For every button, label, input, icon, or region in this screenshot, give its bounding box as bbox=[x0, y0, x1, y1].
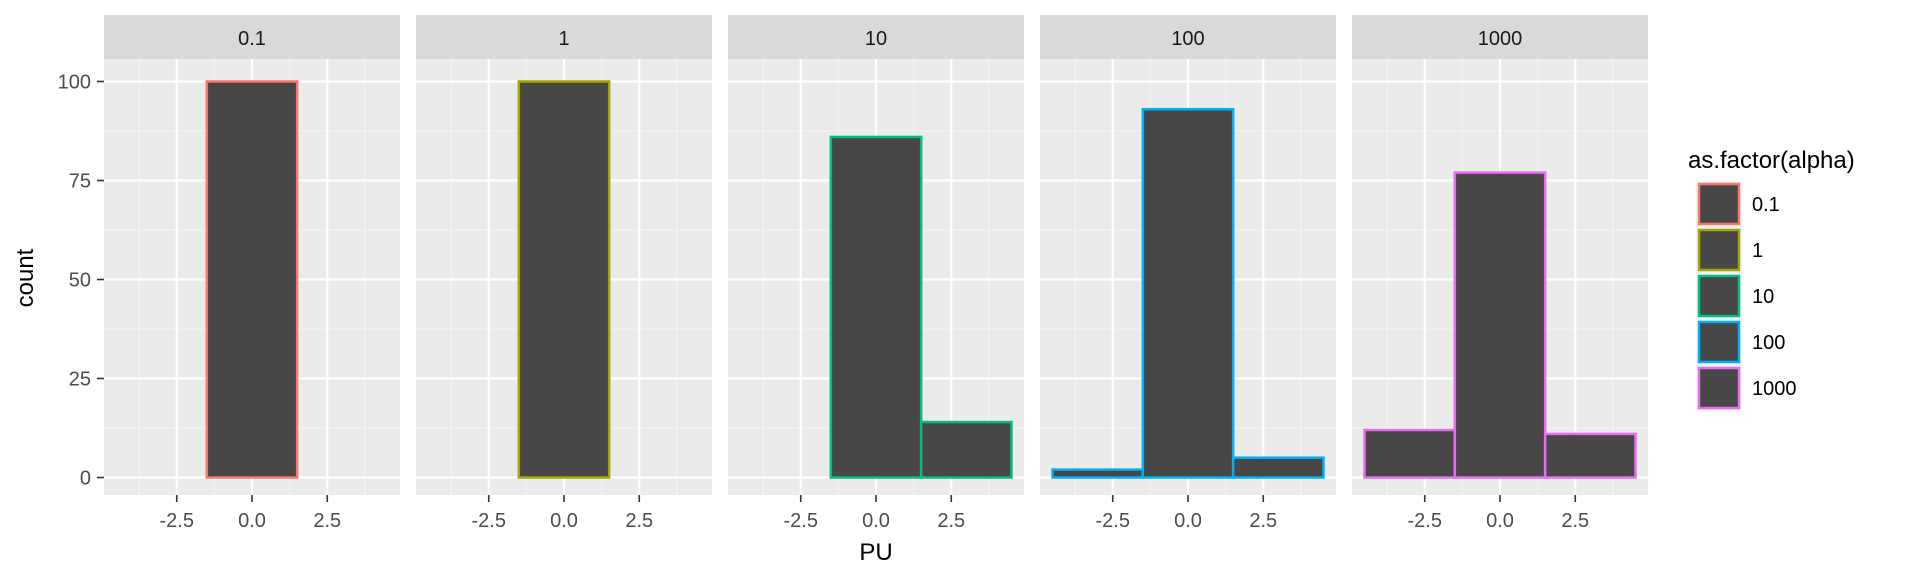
facet-strip bbox=[728, 15, 1024, 59]
x-tick-label: 0.0 bbox=[1174, 510, 1202, 532]
legend-label: 100 bbox=[1752, 332, 1785, 354]
bar bbox=[1453, 171, 1547, 479]
facet-strip-label: 0.1 bbox=[238, 28, 266, 50]
facet-panel-100: 100 -2.5 0.0 2.5 bbox=[1040, 15, 1336, 532]
x-tick-label: -2.5 bbox=[159, 510, 193, 532]
y-tick-label: 75 bbox=[69, 171, 91, 193]
bar bbox=[517, 80, 611, 479]
x-tick-label: -2.5 bbox=[471, 510, 505, 532]
bar bbox=[829, 135, 923, 479]
x-tick-label: -2.5 bbox=[1095, 510, 1129, 532]
legend-key bbox=[1697, 228, 1741, 272]
bar bbox=[1363, 428, 1457, 479]
facet-strip bbox=[1352, 15, 1648, 59]
bar bbox=[1543, 432, 1637, 479]
x-tick-label: 0.0 bbox=[550, 510, 578, 532]
y-tick-label: 50 bbox=[69, 270, 91, 292]
bar bbox=[919, 420, 1013, 479]
facet-panel-1000: 1000 -2.5 0.0 2.5 bbox=[1352, 15, 1648, 532]
y-tick-label: 100 bbox=[58, 72, 91, 94]
x-tick-label: 2.5 bbox=[1249, 510, 1277, 532]
legend-label: 1 bbox=[1752, 240, 1763, 262]
facet-panel-1: 1 -2.5 0.0 2.5 bbox=[416, 15, 712, 532]
legend-key bbox=[1697, 182, 1741, 226]
y-tick-label: 0 bbox=[80, 468, 91, 490]
legend-title: as.factor(alpha) bbox=[1688, 147, 1855, 174]
facet-strip bbox=[416, 15, 712, 59]
legend-key bbox=[1697, 274, 1741, 318]
x-tick-label: 2.5 bbox=[1561, 510, 1589, 532]
x-tick-label: 0.0 bbox=[1486, 510, 1514, 532]
y-tick-label: 25 bbox=[69, 369, 91, 391]
x-tick-label: -2.5 bbox=[1407, 510, 1441, 532]
bar bbox=[1231, 456, 1325, 479]
legend: as.factor(alpha) 0.1 1 10 100 1000 bbox=[1688, 147, 1855, 411]
facet-strip bbox=[104, 15, 400, 59]
bar bbox=[1051, 468, 1145, 479]
x-tick-label: 2.5 bbox=[625, 510, 653, 532]
facet-strip-label: 1 bbox=[558, 28, 569, 50]
y-axis: 0 25 50 75 100 bbox=[58, 72, 104, 490]
facet-panel-10: 10 -2.5 0.0 2.5 bbox=[728, 15, 1024, 532]
legend-item-0.1: 0.1 bbox=[1696, 181, 1780, 227]
legend-label: 1000 bbox=[1752, 378, 1797, 400]
x-axis-title: PU bbox=[859, 539, 892, 566]
x-tick-label: 2.5 bbox=[313, 510, 341, 532]
facet-strip bbox=[1040, 15, 1336, 59]
facet-strip-label: 100 bbox=[1171, 28, 1204, 50]
x-tick-label: 0.0 bbox=[238, 510, 266, 532]
legend-item-1000: 1000 bbox=[1696, 365, 1797, 411]
x-tick-label: 2.5 bbox=[937, 510, 965, 532]
legend-label: 0.1 bbox=[1752, 194, 1780, 216]
legend-item-10: 10 bbox=[1696, 273, 1774, 319]
panels-group: 0.1 -2.5 0.0 2.5 1 -2.5 0.0 2.5 10 -2.5 0.0 2.5 100 -… bbox=[104, 15, 1648, 532]
x-tick-label: 0.0 bbox=[862, 510, 890, 532]
x-tick-label: -2.5 bbox=[783, 510, 817, 532]
bar bbox=[1141, 107, 1235, 479]
facet-strip-label: 10 bbox=[865, 28, 887, 50]
bar bbox=[205, 80, 299, 479]
legend-item-1: 1 bbox=[1696, 227, 1763, 273]
y-axis-title: count bbox=[12, 248, 39, 307]
facet-panel-0.1: 0.1 -2.5 0.0 2.5 bbox=[104, 15, 400, 532]
legend-key bbox=[1697, 366, 1741, 410]
legend-key bbox=[1697, 320, 1741, 364]
facet-strip-label: 1000 bbox=[1478, 28, 1523, 50]
legend-item-100: 100 bbox=[1696, 319, 1785, 365]
legend-label: 10 bbox=[1752, 286, 1774, 308]
